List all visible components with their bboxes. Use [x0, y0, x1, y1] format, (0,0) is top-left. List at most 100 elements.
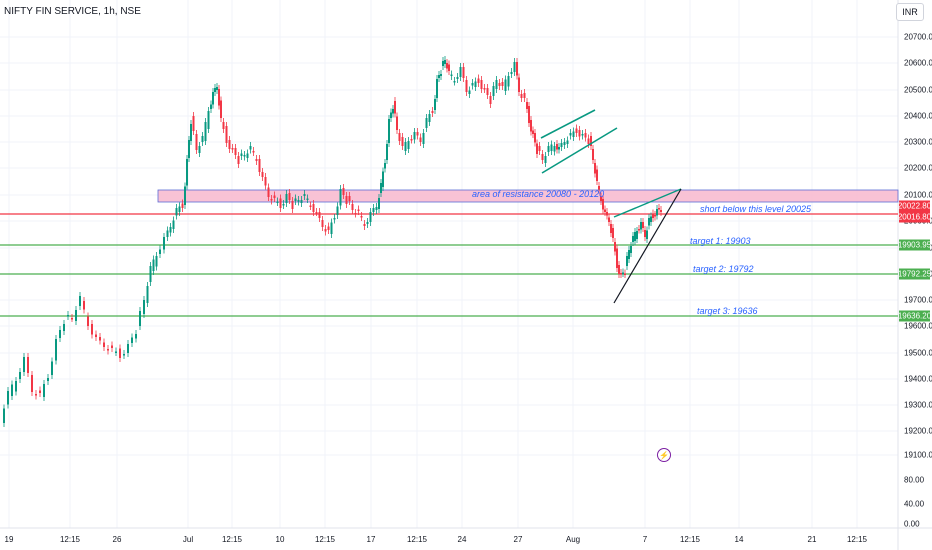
candle-body	[285, 194, 288, 203]
price-tick: 19300.00	[904, 400, 932, 410]
candle-body	[618, 265, 620, 274]
time-tick: 12:15	[221, 535, 243, 544]
candle-body	[614, 242, 616, 252]
candle-body	[152, 259, 155, 271]
symbol-title: NIFTY FIN SERVICE, 1h, NSE	[4, 6, 141, 17]
time-tick: 24	[457, 535, 467, 544]
candle-body	[501, 82, 504, 86]
candle-body	[234, 148, 237, 155]
candle-body	[7, 391, 9, 405]
candle-body	[507, 76, 510, 87]
candle-body	[181, 203, 184, 208]
candle-body	[489, 96, 492, 104]
candle-body	[413, 132, 416, 140]
candle-body	[572, 131, 575, 137]
price-badge: 20022.80	[897, 200, 932, 212]
candle-body	[544, 156, 547, 163]
candle-body	[198, 146, 201, 153]
candle-body	[440, 74, 442, 76]
candle-body	[492, 86, 495, 96]
candle-body	[616, 248, 618, 268]
candle-body	[169, 227, 172, 233]
candle-body	[528, 106, 530, 123]
candle-body	[541, 154, 544, 160]
candle-body	[23, 357, 25, 372]
drawing-lines	[540, 109, 682, 304]
candle-body	[240, 153, 243, 156]
candle-body	[422, 133, 425, 144]
price-tick: 20300.00	[904, 137, 932, 147]
candle-body	[282, 204, 285, 206]
candle-body	[214, 88, 216, 92]
candle-body	[127, 344, 129, 353]
candle-body	[620, 273, 622, 275]
candle-body	[495, 80, 498, 89]
candle-body	[330, 222, 333, 234]
candle-body	[237, 156, 240, 164]
candle-body	[604, 209, 606, 212]
candle-body	[652, 213, 654, 218]
candle-body	[83, 301, 85, 310]
volume-tick: 0.00	[904, 519, 920, 529]
candle-body	[321, 220, 324, 227]
candle-body	[163, 237, 165, 250]
candle-body	[386, 144, 388, 160]
candle-body	[210, 104, 212, 109]
candle-body	[584, 133, 587, 138]
time-tick: 14	[734, 535, 744, 544]
volume-tick: 80.00	[904, 475, 925, 485]
candle-body	[632, 236, 634, 242]
candle-body	[303, 194, 306, 196]
time-tick: 19	[4, 535, 14, 544]
candle-body	[354, 213, 357, 215]
lightning-icon[interactable]: ⚡	[657, 448, 671, 462]
candle-body	[172, 220, 175, 229]
candle-body	[327, 226, 330, 230]
candle-body	[216, 87, 218, 90]
candle-body	[222, 122, 225, 129]
candle-body	[450, 74, 453, 76]
candle-body	[190, 124, 192, 141]
candle-body	[600, 196, 602, 201]
candle-body	[67, 315, 69, 317]
candle-body	[300, 200, 303, 203]
candle-body	[477, 78, 480, 83]
price-badge: 19792.25	[897, 268, 932, 280]
candle-body	[324, 229, 327, 232]
candle-body	[115, 351, 117, 353]
price-tick: 20400.00	[904, 111, 932, 121]
candle-body	[375, 207, 378, 210]
time-tick: 21	[807, 535, 817, 544]
candle-body	[380, 183, 382, 193]
candle-body	[336, 206, 339, 215]
candle-body	[407, 141, 410, 149]
wedge-upper-line	[613, 188, 682, 218]
candle-body	[578, 130, 581, 137]
candle-body	[143, 300, 145, 314]
candle-body	[139, 311, 141, 326]
candle-body	[11, 384, 13, 396]
candle-body	[131, 337, 133, 343]
candle-body	[456, 77, 459, 79]
candle-body	[575, 128, 578, 133]
candle-body	[231, 148, 234, 150]
candle-body	[660, 210, 662, 212]
currency-button[interactable]: INR	[896, 3, 924, 21]
candle-body	[436, 79, 438, 98]
candle-body	[394, 101, 396, 114]
time-tick: 12:15	[679, 535, 701, 544]
candle-body	[566, 140, 569, 144]
candle-body	[279, 198, 282, 208]
candle-body	[345, 196, 348, 204]
candle-body	[610, 224, 612, 233]
candle-body	[264, 177, 267, 186]
candle-body	[15, 381, 17, 392]
candle-body	[201, 136, 204, 142]
time-tick: 12:15	[846, 535, 868, 544]
candle-body	[428, 114, 431, 122]
candle-body	[195, 134, 198, 150]
candle-body	[204, 122, 207, 141]
price-tick: 20100.00	[904, 190, 932, 200]
candle-body	[608, 217, 610, 222]
